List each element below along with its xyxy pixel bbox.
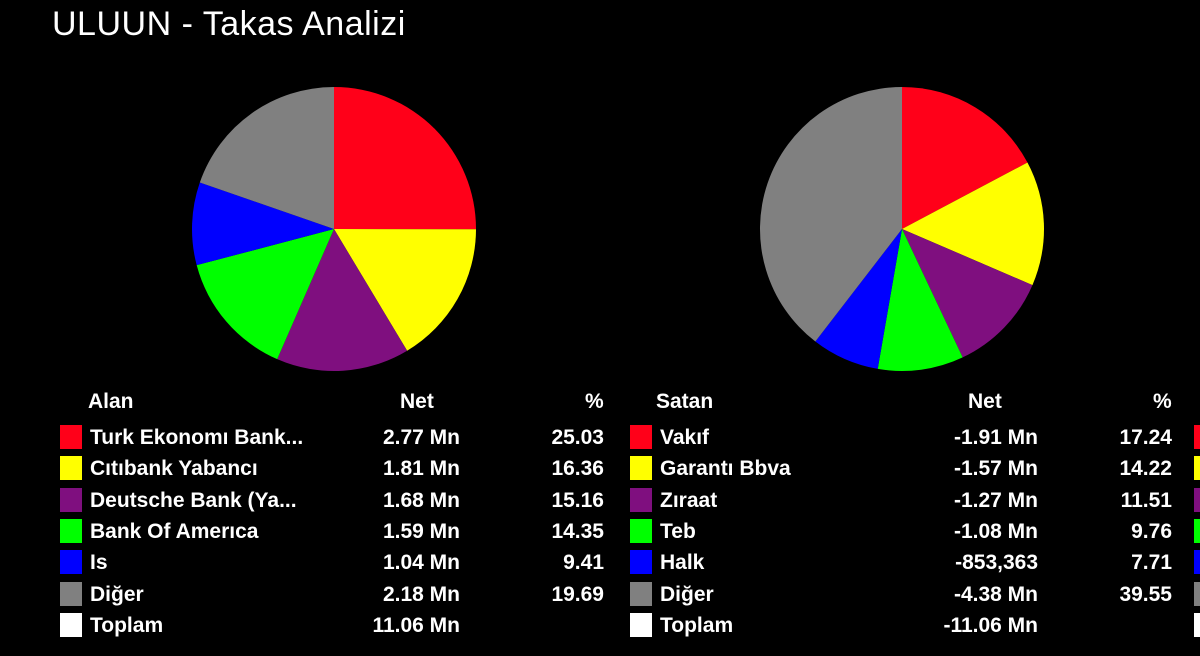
buyer-name: Bank Of Amerıca: [90, 519, 259, 543]
pie2-slice-diğer: [759, 87, 902, 342]
buyer-row: Is 1.04 Mn 9.41: [60, 547, 604, 578]
buyers-header-pct: %: [585, 390, 604, 413]
seller-name: Toplam: [660, 613, 734, 637]
buyer-name: Toplam: [90, 613, 164, 637]
buyers-header-name: Alan: [88, 390, 134, 413]
pie2-slice-zıraat: [902, 229, 1033, 358]
cut-off-color-swatch: [1194, 550, 1200, 575]
buyer-net-value: 1.59 Mn: [382, 519, 460, 543]
buyer-color-swatch: [60, 425, 82, 449]
seller-net-value: -11.06 Mn: [943, 613, 1038, 637]
seller-percent-value: 17.24: [1119, 426, 1172, 449]
sellers-header-pct: %: [1153, 390, 1172, 413]
pie2-slice-vakıf: [902, 87, 1028, 229]
seller-net-value: -4.38 Mn: [953, 582, 1038, 606]
seller-name: Halk: [660, 551, 705, 575]
pie1-slice-cıtıbank-yabancı: [334, 229, 476, 351]
buyers-pie-chart: [192, 87, 477, 371]
seller-row: Toplam -11.06 Mn: [630, 610, 1172, 641]
sellers-pie-chart: [759, 87, 1044, 372]
buyer-net-value: 1.68 Mn: [382, 488, 460, 512]
seller-row: Halk -853,363 7.71: [630, 547, 1172, 578]
seller-net-value: -1.57 Mn: [953, 457, 1038, 481]
seller-color-swatch: [630, 425, 652, 449]
buyer-color-swatch: [60, 487, 82, 512]
seller-color-swatch: [630, 518, 652, 543]
buyer-color-swatch: [60, 456, 82, 481]
cut-off-color-swatch: [1194, 612, 1200, 637]
seller-row: Garantı Bbva -1.57 Mn 14.22: [630, 453, 1172, 484]
sellers-header-name: Satan: [656, 390, 714, 413]
seller-percent-value: 11.51: [1120, 488, 1172, 512]
seller-row: Diğer -4.38 Mn 39.55: [630, 579, 1172, 610]
buyer-percent-value: 19.69: [551, 582, 604, 606]
cut-off-color-swatch: [1194, 518, 1200, 543]
seller-name: Diğer: [660, 582, 714, 606]
buyer-name: Diğer: [90, 582, 144, 606]
cut-off-color-swatch: [1194, 456, 1200, 481]
seller-color-swatch: [630, 612, 652, 637]
buyer-net-value: 11.06 Mn: [372, 613, 460, 637]
pie2-slice-garantı-bbva: [902, 162, 1044, 286]
pie1-slice-bank-of-amerıca: [196, 229, 334, 360]
seller-color-swatch: [630, 456, 652, 481]
buyer-name: Cıtıbank Yabancı: [90, 457, 258, 481]
seller-row: Vakıf -1.91 Mn 17.24: [630, 422, 1172, 453]
seller-name: Zıraat: [660, 488, 718, 512]
pie1-slice-turk-ekonomı-bank: [334, 87, 477, 230]
seller-name: Garantı Bbva: [660, 457, 791, 481]
buyer-percent-value: 16.36: [551, 457, 604, 481]
seller-color-swatch: [630, 581, 652, 606]
seller-color-swatch: [630, 487, 652, 512]
pie1-slice-is: [192, 182, 334, 266]
pie2-slice-halk: [815, 229, 902, 369]
page-title: ULUUN - Takas Analizi: [52, 5, 406, 43]
buyer-percent-value: 25.03: [551, 426, 604, 449]
buyer-row: Diğer 2.18 Mn 19.69: [60, 579, 604, 610]
buyer-color-swatch: [60, 581, 82, 606]
buyer-name: Deutsche Bank (Ya...: [90, 488, 297, 512]
buyer-net-value: 1.04 Mn: [382, 551, 460, 575]
buyer-color-swatch: [60, 612, 82, 637]
seller-row: Zıraat -1.27 Mn 11.51: [630, 485, 1172, 516]
seller-net-value: -1.27 Mn: [953, 488, 1038, 512]
pie2-slice-teb: [877, 229, 963, 372]
buyer-row: Deutsche Bank (Ya... 1.68 Mn 15.16: [60, 485, 604, 516]
seller-row: Teb -1.08 Mn 9.76: [630, 516, 1172, 547]
cut-off-color-swatch: [1194, 425, 1200, 449]
seller-net-value: -853,363: [955, 551, 1038, 575]
cut-off-color-swatch: [1194, 581, 1200, 606]
buyer-name: Turk Ekonomı Bank...: [90, 426, 304, 449]
seller-percent-value: 9.76: [1131, 519, 1172, 543]
seller-percent-value: 7.71: [1131, 551, 1172, 575]
buyer-color-swatch: [60, 550, 82, 575]
buyer-percent-value: 15.16: [551, 488, 604, 512]
buyers-header-net: Net: [400, 390, 434, 413]
buyer-color-swatch: [60, 518, 82, 543]
seller-percent-value: 14.22: [1119, 457, 1172, 481]
seller-name: Teb: [660, 519, 696, 543]
pie1-slice-deutsche-bank-ya: [277, 229, 408, 371]
seller-net-value: -1.91 Mn: [953, 426, 1038, 449]
seller-color-swatch: [630, 550, 652, 575]
buyer-net-value: 1.81 Mn: [382, 457, 460, 481]
buyer-net-value: 2.18 Mn: [382, 582, 460, 606]
seller-name: Vakıf: [660, 426, 710, 449]
buyer-percent-value: 14.35: [551, 519, 604, 543]
cut-off-color-swatch: [1194, 487, 1200, 512]
buyer-row: Bank Of Amerıca 1.59 Mn 14.35: [60, 516, 604, 547]
seller-net-value: -1.08 Mn: [953, 519, 1038, 543]
buyer-row: Toplam 11.06 Mn: [60, 610, 604, 641]
sellers-header-net: Net: [968, 390, 1002, 413]
pie1-slice-diğer: [199, 87, 334, 229]
buyer-name: Is: [90, 551, 108, 575]
buyer-row: Turk Ekonomı Bank... 2.77 Mn 25.03: [60, 422, 604, 453]
buyer-percent-value: 9.41: [563, 551, 604, 575]
buyer-row: Cıtıbank Yabancı 1.81 Mn 16.36: [60, 453, 604, 484]
seller-percent-value: 39.55: [1119, 582, 1172, 606]
buyer-net-value: 2.77 Mn: [382, 426, 460, 449]
